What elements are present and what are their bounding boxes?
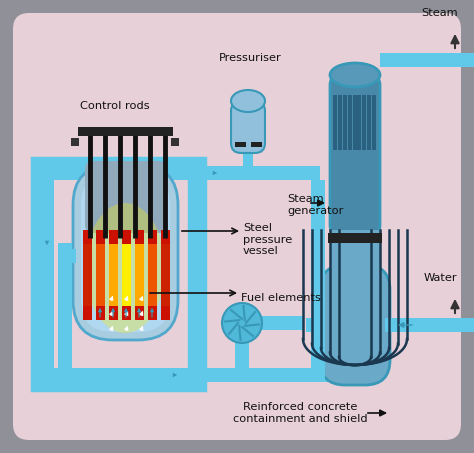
- Bar: [333, 95, 337, 150]
- Bar: [243, 153, 253, 166]
- Text: Control rods: Control rods: [80, 101, 150, 111]
- FancyBboxPatch shape: [73, 165, 178, 340]
- Ellipse shape: [330, 63, 380, 87]
- FancyBboxPatch shape: [4, 4, 470, 449]
- Bar: [343, 95, 347, 150]
- Bar: [311, 180, 325, 318]
- Text: Steam: Steam: [422, 8, 458, 18]
- Bar: [235, 142, 246, 147]
- Bar: [96, 238, 105, 308]
- FancyBboxPatch shape: [330, 75, 380, 235]
- FancyBboxPatch shape: [85, 161, 166, 233]
- Bar: [40, 175, 54, 375]
- FancyBboxPatch shape: [13, 13, 461, 440]
- Bar: [177, 368, 300, 382]
- Bar: [148, 238, 157, 308]
- Bar: [161, 230, 170, 244]
- Bar: [251, 142, 262, 147]
- Text: Water: Water: [423, 273, 457, 283]
- Bar: [260, 316, 303, 330]
- Bar: [83, 238, 92, 308]
- Bar: [40, 166, 197, 382]
- Bar: [83, 306, 92, 320]
- Bar: [96, 230, 105, 244]
- Bar: [58, 243, 72, 375]
- Text: Steel
pressure
vessel: Steel pressure vessel: [243, 223, 292, 256]
- Bar: [334, 233, 342, 243]
- Bar: [372, 95, 376, 150]
- Bar: [385, 318, 474, 332]
- Bar: [135, 306, 144, 320]
- Text: Fuel elements: Fuel elements: [241, 293, 321, 303]
- Bar: [380, 53, 474, 67]
- FancyBboxPatch shape: [81, 173, 170, 332]
- Bar: [353, 95, 356, 150]
- Bar: [161, 238, 170, 308]
- Bar: [306, 318, 325, 332]
- Bar: [345, 233, 353, 243]
- Circle shape: [222, 303, 262, 343]
- Bar: [311, 318, 325, 382]
- Bar: [122, 238, 131, 308]
- Bar: [174, 166, 192, 180]
- Bar: [174, 368, 192, 382]
- Bar: [328, 233, 382, 243]
- Bar: [109, 230, 118, 244]
- FancyBboxPatch shape: [320, 265, 390, 385]
- Bar: [171, 138, 179, 146]
- Ellipse shape: [231, 90, 265, 112]
- Bar: [96, 306, 105, 320]
- Bar: [71, 138, 79, 146]
- Bar: [347, 95, 352, 150]
- Bar: [161, 306, 170, 320]
- Bar: [135, 230, 144, 244]
- Bar: [356, 233, 364, 243]
- Bar: [47, 166, 297, 180]
- Bar: [135, 238, 144, 308]
- Bar: [362, 95, 366, 150]
- Bar: [148, 306, 157, 320]
- Bar: [109, 238, 118, 308]
- Bar: [122, 230, 131, 244]
- Bar: [83, 230, 92, 244]
- Bar: [177, 166, 320, 180]
- Bar: [306, 368, 325, 382]
- Ellipse shape: [85, 203, 165, 333]
- Bar: [109, 306, 118, 320]
- Bar: [357, 95, 362, 150]
- FancyBboxPatch shape: [231, 101, 265, 153]
- Text: Reinforced concrete
containment and shield: Reinforced concrete containment and shie…: [233, 402, 367, 424]
- Bar: [235, 341, 249, 382]
- Bar: [58, 249, 76, 263]
- Bar: [148, 230, 157, 244]
- Text: Steam
generator: Steam generator: [287, 194, 343, 216]
- Bar: [78, 127, 173, 136]
- Bar: [40, 368, 335, 382]
- Bar: [367, 233, 375, 243]
- Bar: [330, 230, 380, 275]
- Bar: [338, 95, 342, 150]
- Bar: [122, 306, 131, 320]
- Bar: [367, 95, 371, 150]
- Text: Pressuriser: Pressuriser: [219, 53, 282, 63]
